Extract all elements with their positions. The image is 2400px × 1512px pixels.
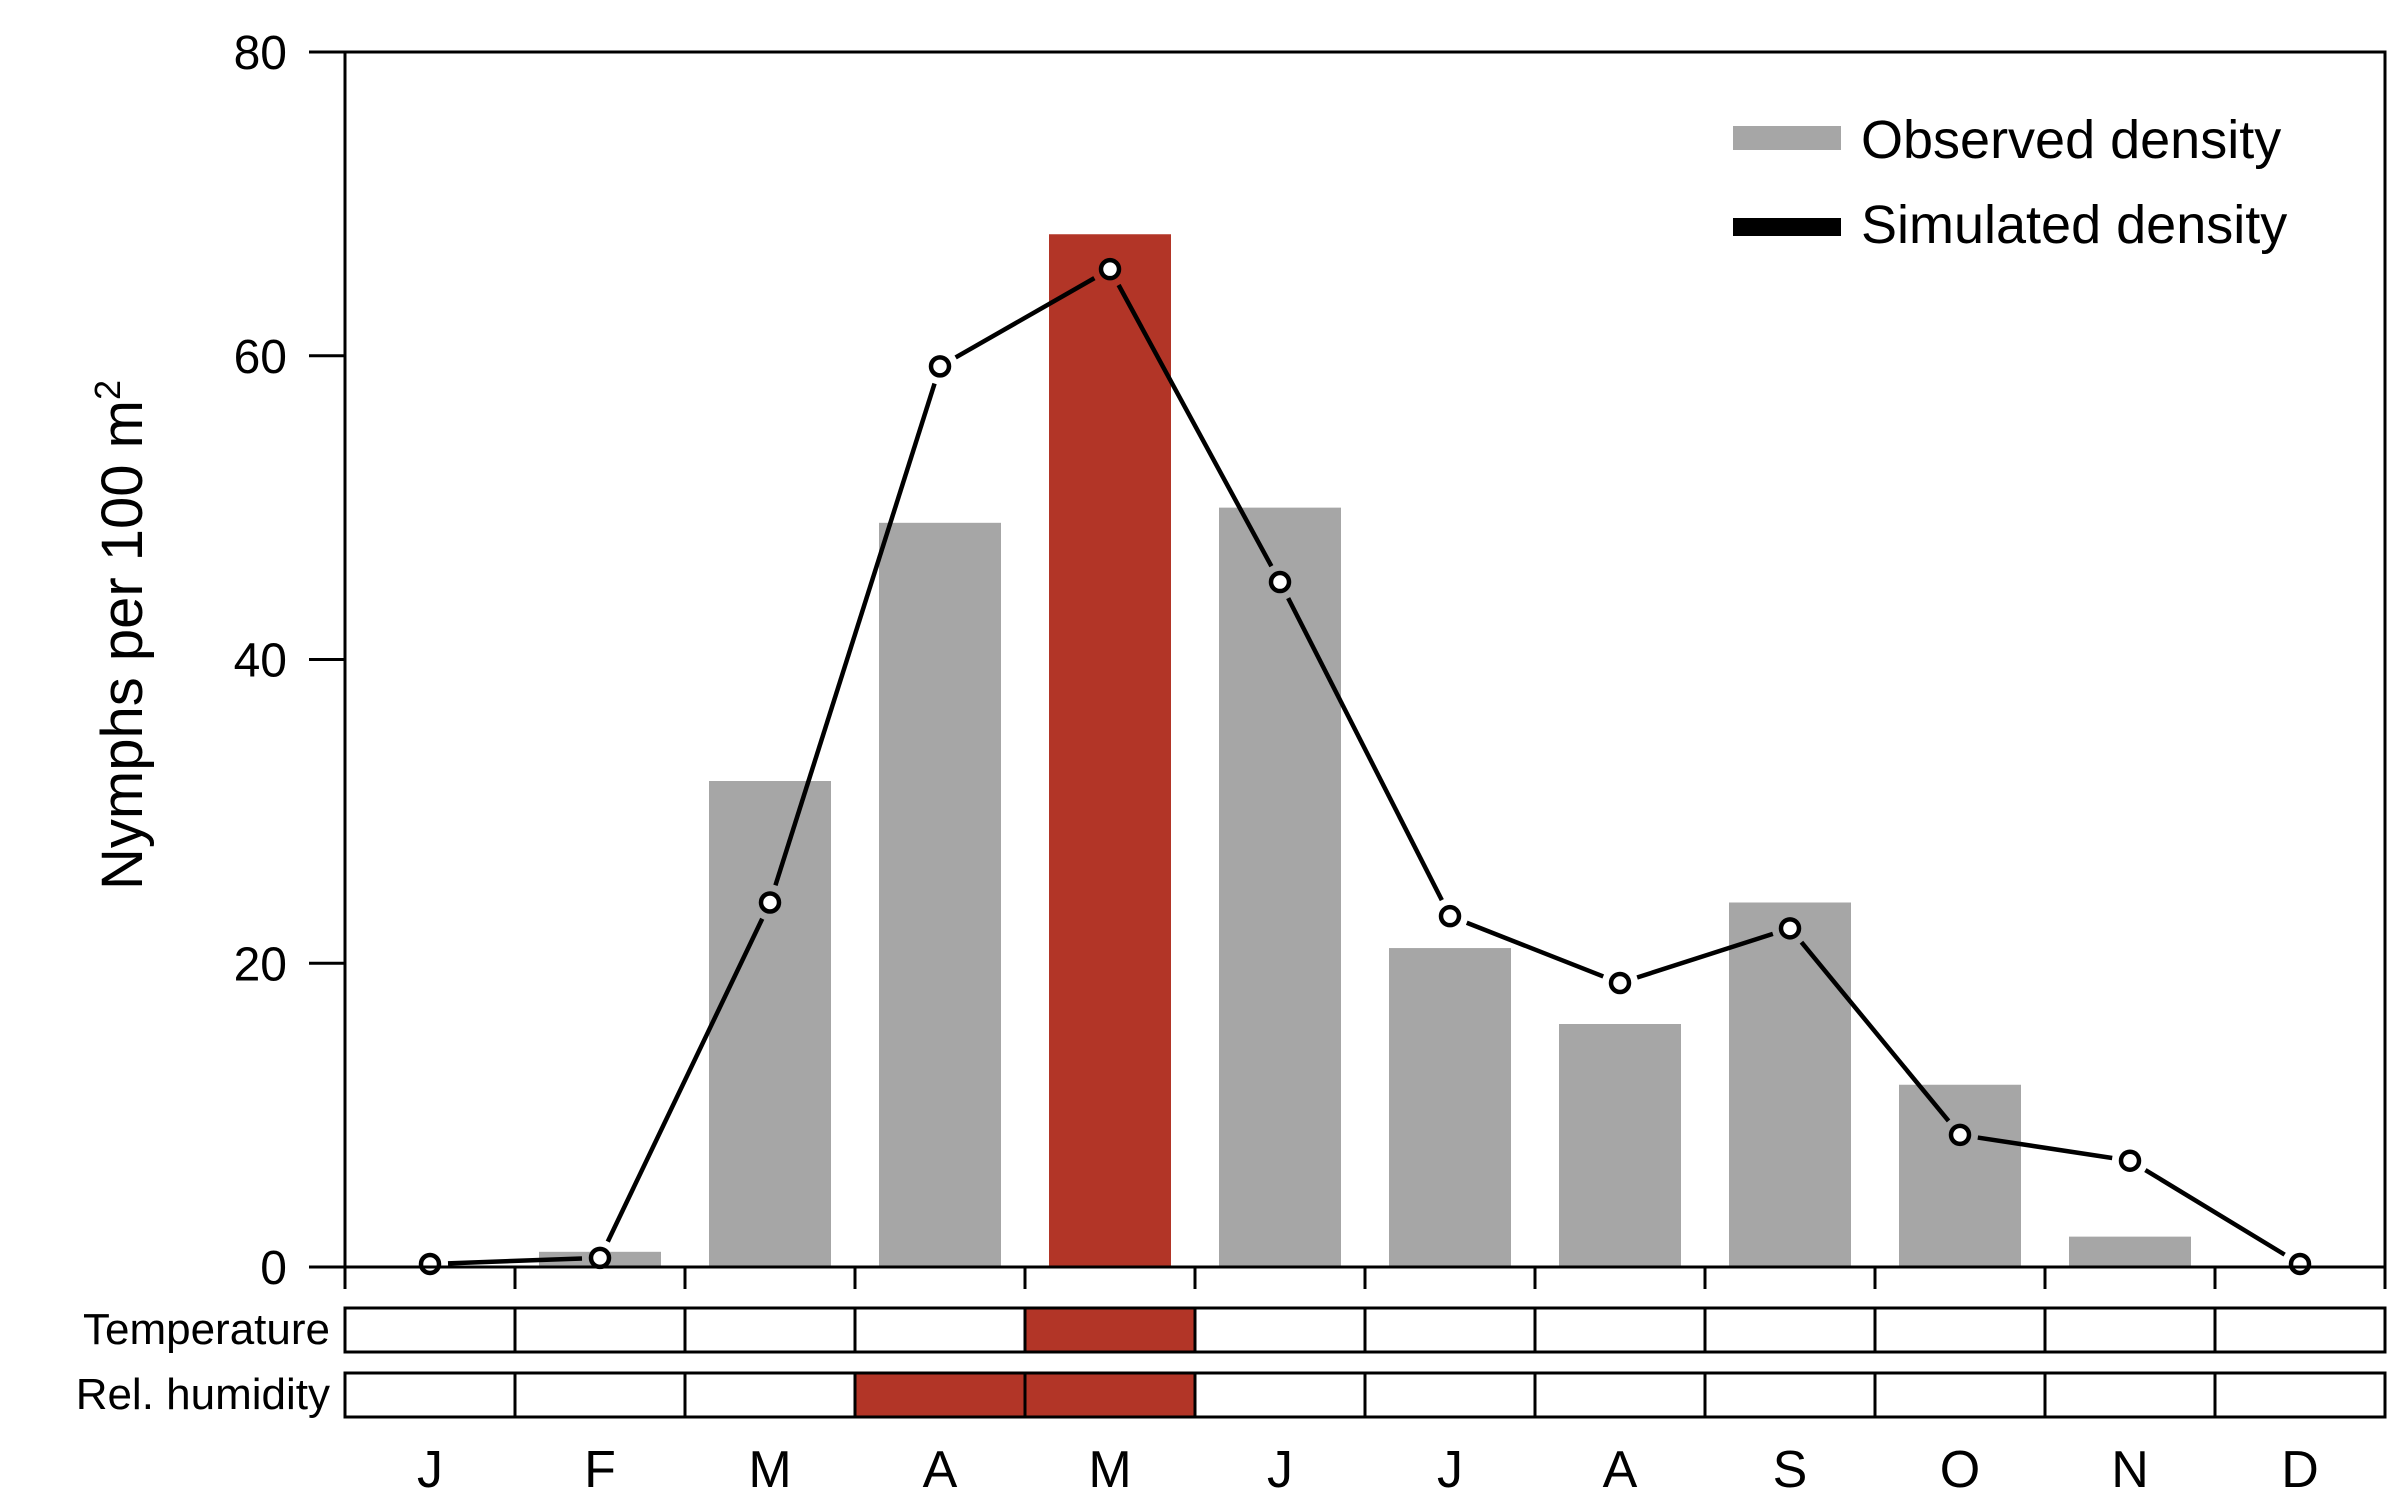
simulated-segment-5 [1286,597,1444,902]
y-axis-title: Nymphs per 100 m2 [87,380,155,890]
simulated-segment-1 [605,917,765,1243]
simulated-line-layer [418,257,2312,1276]
strip-1-cell-4 [1023,1371,1197,1419]
observed-bar-5 [1219,507,1341,1267]
strip-0-cell-11 [2213,1306,2387,1354]
y-tick-label-40: 40 [234,635,287,688]
observed-bar-2 [709,781,831,1267]
simulated-point-8 [1778,917,1802,940]
y-axis-title-superscript: 2 [87,380,128,400]
strip-label-0: Temperature [83,1305,330,1354]
strip-0-cell-1 [513,1306,687,1354]
observed-bar-3 [879,522,1001,1267]
y-tick-label-20: 20 [234,938,287,991]
simulated-segment-6 [1465,920,1605,979]
y-tick-label-80: 80 [234,27,287,80]
simulated-segment-7 [1636,931,1774,980]
legend: Observed density Simulated density [1733,110,2287,255]
observed-bar-7 [1559,1024,1681,1267]
strip-1-cell-9 [1873,1371,2047,1419]
strip-0-cell-3 [853,1306,1027,1354]
simulated-point-3 [928,355,952,378]
simulated-point-9 [1948,1123,1972,1147]
simulated-segment-9 [1977,1135,2113,1161]
strip-1-cell-11 [2213,1371,2387,1419]
month-label-7: A [1603,1441,1638,1499]
simulated-point-10 [2118,1149,2142,1172]
month-label-11: D [2281,1441,2319,1499]
strip-1-cell-0 [343,1371,517,1419]
strip-0-cell-4 [1023,1306,1197,1354]
simulated-point-4 [1098,257,1122,281]
month-label-6: J [1437,1441,1463,1499]
simulated-point-0 [418,1252,442,1276]
month-label-0: J [417,1441,443,1499]
month-label-3: A [923,1441,958,1499]
strip-0-cell-7 [1533,1306,1707,1354]
month-label-2: M [748,1441,791,1499]
strip-1-cell-7 [1533,1371,1707,1419]
strip-0-cell-9 [1873,1306,2047,1354]
simulated-point-2 [758,891,782,914]
strip-1-cell-6 [1363,1371,1537,1419]
month-label-1: F [584,1441,616,1499]
strip-0-cell-0 [343,1306,517,1354]
month-label-9: O [1940,1441,1980,1499]
axes-layer: 0 20 40 60 80 [234,27,2387,1295]
legend-observed-label: Observed density [1861,110,2281,170]
simulated-segment-3 [954,276,1096,360]
observed-bar-10 [2069,1236,2191,1267]
observed-bar-8 [1729,902,1851,1267]
month-label-10: N [2111,1441,2149,1499]
strip-1-cell-10 [2043,1371,2217,1419]
strip-0-cell-5 [1193,1306,1367,1354]
y-tick-label-0: 0 [260,1242,287,1295]
month-label-4: M [1088,1441,1131,1499]
strip-0-cell-8 [1703,1306,1877,1354]
simulated-segment-4 [1116,283,1274,568]
month-label-5: J [1267,1441,1293,1499]
strip-1-cell-5 [1193,1371,1367,1419]
strip-0-cell-6 [1363,1306,1537,1354]
observed-bar-4 [1049,234,1171,1267]
strip-0-cell-10 [2043,1306,2217,1354]
observed-bar-9 [1899,1084,2021,1267]
strip-1-cell-8 [1703,1371,1877,1419]
bars-layer [539,234,2191,1267]
simulated-point-7 [1608,971,1632,995]
strip-1-cell-3 [853,1371,1027,1419]
strips-layer: Temperature Rel. humidity [76,1305,2387,1419]
strip-label-1: Rel. humidity [76,1370,330,1419]
simulated-point-11 [2288,1252,2312,1276]
strip-1-cell-2 [683,1371,857,1419]
simulated-point-5 [1268,570,1292,594]
simulated-point-1 [588,1246,612,1270]
strip-1-cell-1 [513,1371,687,1419]
legend-simulated-swatch [1733,218,1841,236]
legend-observed-swatch [1733,126,1841,150]
legend-simulated-label: Simulated density [1861,195,2287,255]
simulated-segment-8 [1799,940,1951,1123]
y-tick-label-60: 60 [234,331,287,384]
observed-bar-6 [1389,948,1511,1267]
simulated-segment-10 [2144,1168,2286,1257]
month-label-8: S [1773,1441,1808,1499]
simulated-segment-0 [447,1256,583,1266]
y-axis-title-text: Nymphs per 100 m [90,400,155,890]
strip-0-cell-2 [683,1306,857,1354]
simulated-point-6 [1438,904,1462,928]
simulated-segment-2 [773,382,937,887]
